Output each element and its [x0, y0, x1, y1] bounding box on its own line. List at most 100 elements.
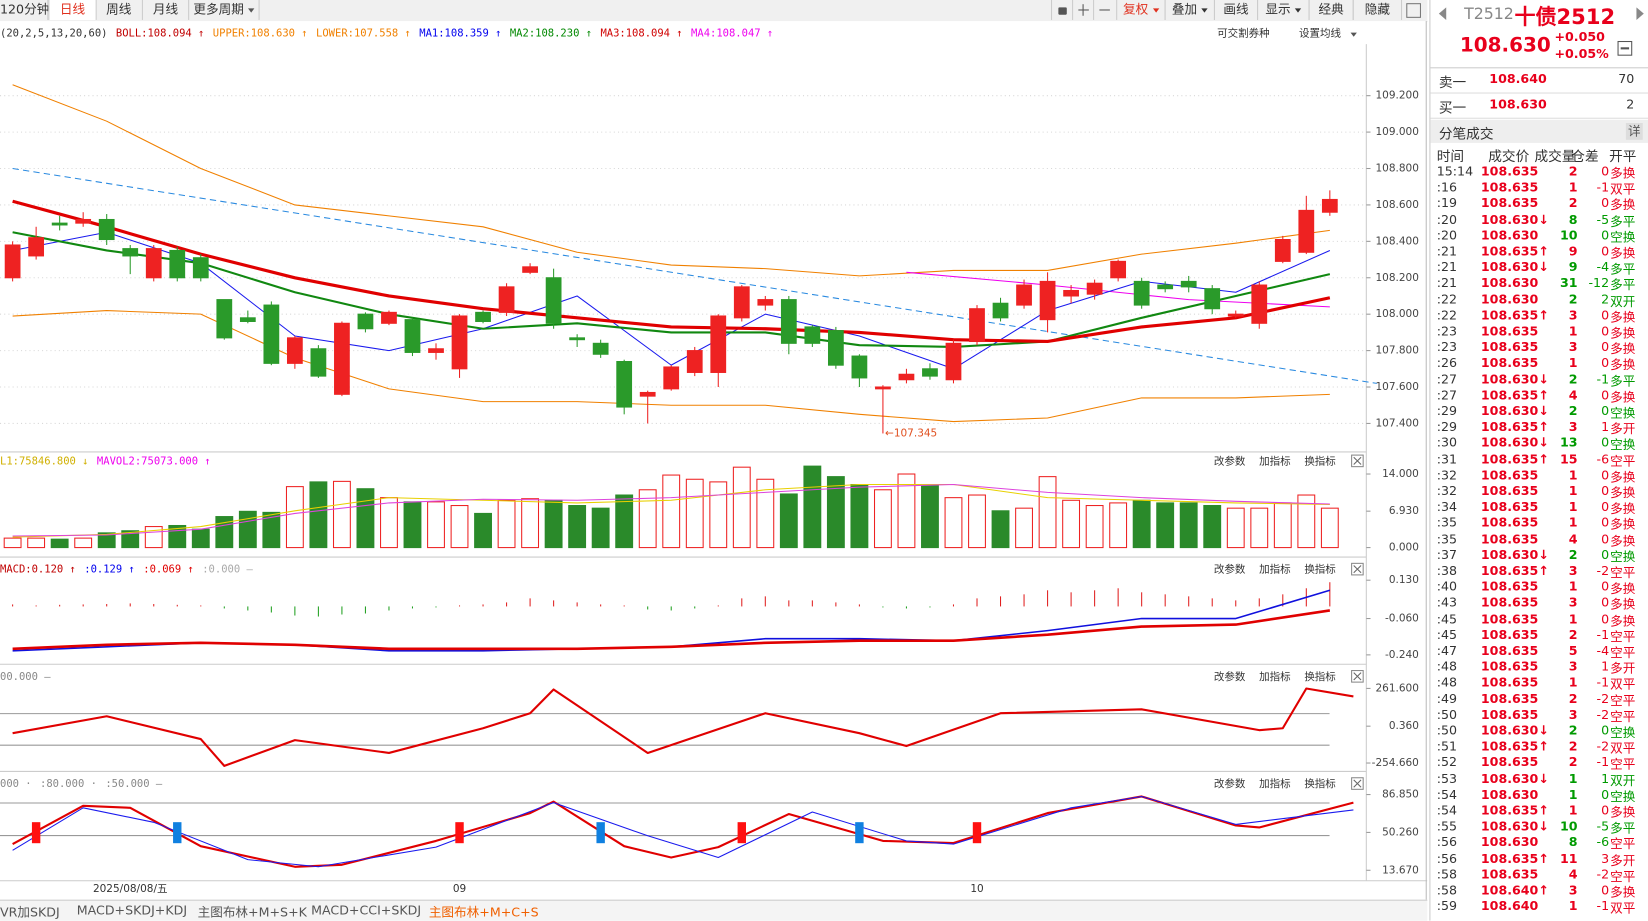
cross-signal [972, 822, 982, 844]
cross-signal [31, 822, 41, 844]
tick-price: 108.635↑ [1480, 850, 1549, 866]
tick-volume: 2 [1568, 723, 1578, 738]
volume-bar [756, 478, 775, 549]
tick-time: :26 [1436, 355, 1458, 371]
tick-oi-change: 0 [1601, 323, 1610, 339]
plus-button[interactable] [1072, 0, 1094, 20]
tick-oi-change: 0 [1601, 339, 1610, 355]
tick-type: 多换 [1610, 613, 1636, 629]
template-tab[interactable]: VR加SKDJ [0, 904, 60, 920]
prev-arrow[interactable] [1438, 7, 1447, 20]
tick-price: 108.635 [1480, 659, 1539, 674]
tick-header: 时间 [1436, 149, 1465, 166]
collapse-button[interactable] [1617, 40, 1633, 56]
tick-type: 多换 [1610, 389, 1636, 405]
panel-button[interactable]: 加指标 [1259, 777, 1291, 790]
panel-button[interactable]: 换指标 [1304, 454, 1336, 467]
panel-button[interactable]: 加指标 [1259, 563, 1291, 576]
candle-body [4, 244, 21, 279]
panel-button[interactable]: 改参数 [1214, 454, 1246, 467]
collapse-icon [1620, 47, 1630, 50]
tick-type: 空换 [1610, 549, 1636, 565]
volume-bar [191, 528, 210, 549]
volume-bar [897, 473, 916, 549]
minus-button[interactable] [1093, 0, 1115, 20]
panel-button[interactable]: 改参数 [1214, 670, 1246, 683]
candle-body [733, 286, 750, 319]
panel-button[interactable]: 换指标 [1304, 670, 1336, 683]
indicator-legend: 00.000 – [0, 671, 51, 683]
template-tab[interactable]: MACD+SKDJ+KDJ [76, 902, 188, 918]
indicator-line [12, 795, 1354, 868]
tick-oi-change: 0 [1601, 387, 1610, 403]
period-tab[interactable]: 日线 [48, 0, 97, 20]
chart-background [0, 21, 1428, 900]
main-link[interactable]: 设置均线 [1299, 27, 1341, 40]
tick-time: :48 [1436, 675, 1458, 690]
main-link[interactable]: 可交割券种 [1217, 27, 1270, 40]
candle-body [851, 355, 868, 379]
volume-bar [262, 511, 281, 549]
y-tick-label: 6.930 [1389, 505, 1419, 517]
tick-oi-change: 0 [1601, 163, 1610, 179]
tick-time: :47 [1436, 643, 1458, 658]
indicator-legend: MACD:0.120 ↑ [0, 564, 76, 576]
tick-time: :58 [1436, 882, 1458, 898]
indicator-line [12, 84, 1330, 277]
tick-volume: 3 [1568, 595, 1578, 611]
tick-price: 108.635 [1480, 707, 1539, 722]
volume-bar [97, 532, 116, 549]
tick-price: 108.635 [1480, 675, 1539, 690]
candle-body [263, 304, 280, 364]
template-tab[interactable]: 主图布林+M+S+K [197, 904, 307, 920]
candle-body [1227, 313, 1244, 317]
tick-type: 空平 [1610, 837, 1636, 852]
candle-body [286, 337, 303, 364]
indicator-line [12, 167, 1377, 384]
candle-body [475, 311, 491, 322]
panel-button[interactable]: 换指标 [1304, 563, 1336, 576]
tick-oi-change: 3 [1601, 850, 1610, 866]
volume-bar [568, 505, 587, 549]
lock-button[interactable] [1051, 0, 1073, 20]
tick-time: :49 [1436, 691, 1458, 706]
template-tab[interactable]: 主图布林+M+C+S [428, 904, 539, 920]
tick-oi-change: 1 [1601, 659, 1610, 674]
tick-volume: 2 [1568, 627, 1578, 642]
candle-body [780, 299, 797, 344]
candle-body [1274, 238, 1291, 262]
panel-button[interactable]: 加指标 [1259, 670, 1291, 683]
period-tab[interactable]: 120分钟 [0, 0, 49, 20]
candle-body [686, 350, 703, 373]
y-tick-label: 108.400 [1375, 235, 1418, 247]
tick-oi-change: 0 [1601, 515, 1610, 531]
panel-button[interactable]: 改参数 [1214, 563, 1246, 576]
period-tab[interactable]: 更多周期 [189, 0, 260, 20]
period-tab[interactable]: 周线 [96, 0, 143, 20]
tool-button[interactable]: 隐藏 [1352, 0, 1403, 20]
tick-oi-change: -2 [1596, 691, 1610, 706]
tick-type: 双平 [1610, 677, 1636, 692]
detail-button[interactable]: 详 [1625, 122, 1643, 140]
panel-button[interactable]: 加指标 [1259, 454, 1291, 467]
indicator-legend: 000 · [0, 778, 32, 790]
template-tab[interactable]: MACD+CCI+SKDJ [311, 902, 422, 918]
volume-bar [27, 537, 46, 549]
indicator-legend: LOWER:107.558 ↑ [316, 28, 411, 40]
volume-bar [591, 507, 610, 549]
tick-volume: 5 [1568, 643, 1578, 658]
y-tick-label: 14.000 [1382, 468, 1419, 480]
candle-body [1039, 280, 1056, 321]
tick-type: 空换 [1610, 725, 1636, 740]
fullscreen-button[interactable] [1406, 3, 1421, 18]
period-tab[interactable]: 月线 [143, 0, 190, 20]
volume-bar [380, 497, 398, 549]
tick-oi-change: 2 [1601, 291, 1610, 307]
tick-oi-change: 0 [1601, 467, 1610, 483]
panel-button[interactable]: 换指标 [1304, 777, 1336, 790]
indicator-legend: :0.000 – [202, 564, 253, 576]
tick-type: 多开 [1610, 421, 1636, 437]
next-arrow[interactable] [1636, 7, 1644, 20]
panel-button[interactable]: 改参数 [1214, 777, 1246, 790]
tick-volume: 1 [1568, 179, 1578, 195]
